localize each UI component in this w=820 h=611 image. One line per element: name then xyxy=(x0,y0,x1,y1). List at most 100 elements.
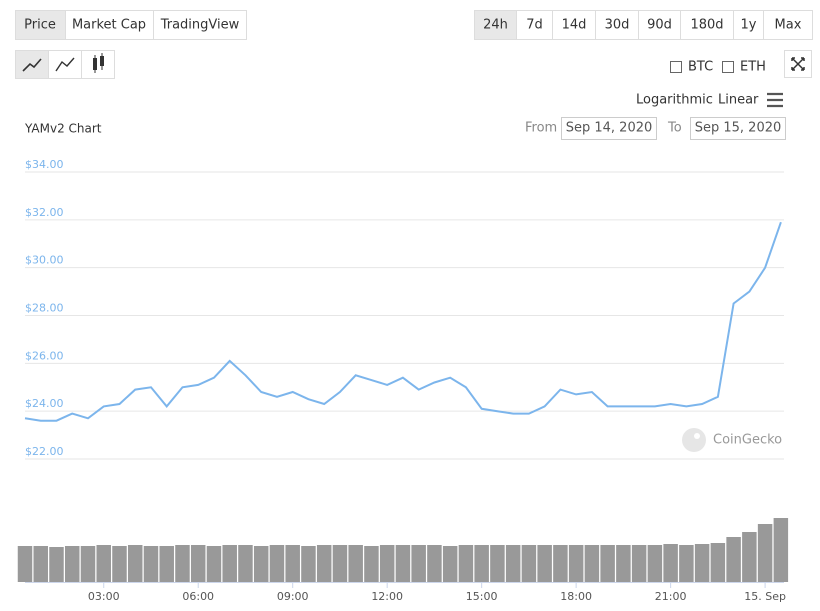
scale-option[interactable]: Logarithmic xyxy=(636,93,713,108)
volume-bar xyxy=(726,537,741,582)
range-button[interactable] xyxy=(733,10,764,40)
y-tick-label: $24.00 xyxy=(25,397,64,410)
volume-bar xyxy=(616,545,631,582)
volume-bar xyxy=(159,546,174,582)
volume-bar xyxy=(553,545,568,582)
y-tick-label: $22.00 xyxy=(25,445,64,458)
range-button[interactable] xyxy=(552,10,596,40)
volume-bar xyxy=(127,545,143,582)
tab-label[interactable]: Market Cap xyxy=(72,18,146,33)
range-label[interactable]: 90d xyxy=(647,18,672,33)
y-tick-label: $34.00 xyxy=(25,158,64,171)
volume-bar xyxy=(710,543,726,582)
volume-bar xyxy=(490,545,505,582)
range-button[interactable] xyxy=(595,10,639,40)
fullscreen-icon xyxy=(791,57,805,71)
volume-bar xyxy=(112,546,127,582)
watermark-logo xyxy=(682,428,706,452)
volume-bar xyxy=(49,547,64,582)
volume-bar xyxy=(253,546,269,582)
tab-label[interactable]: TradingView xyxy=(160,18,240,33)
volume-bar xyxy=(143,546,159,582)
tab-button[interactable] xyxy=(65,10,154,40)
volume-bar xyxy=(64,546,80,582)
volume-bar xyxy=(222,545,237,582)
volume-bar xyxy=(742,532,757,582)
range-label[interactable]: 14d xyxy=(562,18,587,33)
y-tick-label: $32.00 xyxy=(25,206,64,219)
volume-bar xyxy=(694,544,710,582)
range-button[interactable] xyxy=(680,10,734,40)
price-line xyxy=(24,221,782,422)
tab-button[interactable] xyxy=(15,10,66,40)
volume-bar xyxy=(175,545,190,582)
volume-bar xyxy=(269,545,285,582)
volume-bar xyxy=(379,545,395,582)
chart-title: YAMv2 Chart xyxy=(24,122,102,136)
tab-button[interactable] xyxy=(153,10,247,40)
volume-bar xyxy=(537,545,552,582)
from-date[interactable]: Sep 14, 2020 xyxy=(566,121,653,136)
volume-bar xyxy=(474,545,489,582)
to-input[interactable] xyxy=(690,117,786,140)
range-label[interactable]: 24h xyxy=(483,18,508,33)
volume-bar xyxy=(301,546,316,582)
watermark: CoinGecko xyxy=(713,433,782,448)
volume-bar xyxy=(395,545,411,582)
menu-icon[interactable] xyxy=(767,92,783,108)
scale-option[interactable]: Linear xyxy=(718,93,759,108)
volume-bar xyxy=(458,545,474,582)
line-chart-button[interactable] xyxy=(15,50,49,79)
volume-bar xyxy=(332,545,348,582)
range-label[interactable]: 1y xyxy=(741,18,757,33)
checkbox-label[interactable]: BTC xyxy=(688,60,713,75)
range-label[interactable]: 30d xyxy=(605,18,630,33)
y-tick-label: $28.00 xyxy=(25,302,64,315)
x-tick-label: 12:00 xyxy=(371,590,403,603)
x-tick-label: 09:00 xyxy=(277,590,309,603)
range-button[interactable] xyxy=(516,10,553,40)
points-icon xyxy=(55,57,75,72)
volume-bar xyxy=(33,546,48,582)
checkbox[interactable] xyxy=(670,61,682,73)
x-tick-label: 15:00 xyxy=(466,590,498,603)
volume-bar xyxy=(285,545,300,582)
volume-bar xyxy=(96,545,111,582)
checkbox[interactable] xyxy=(722,61,734,73)
x-tick-label: 06:00 xyxy=(182,590,214,603)
to-date[interactable]: Sep 15, 2020 xyxy=(695,121,782,136)
x-tick-label: 18:00 xyxy=(560,590,592,603)
volume-bar xyxy=(505,545,521,582)
volume-bar xyxy=(316,545,332,582)
plot: $22.00 $24.00 $26.00 $28.00 $30.00 $32.00 $34.… xyxy=(17,158,789,603)
range-button[interactable] xyxy=(638,10,681,40)
volume-bar xyxy=(442,546,458,582)
x-tick-label: 21:00 xyxy=(655,590,687,603)
volume-bar xyxy=(411,545,426,582)
candle-icon xyxy=(93,53,104,73)
volume-bar xyxy=(190,545,206,582)
range-label[interactable]: Max xyxy=(775,18,802,33)
from-input[interactable] xyxy=(561,117,657,140)
volume-bar xyxy=(206,546,222,582)
candle-chart-button[interactable] xyxy=(81,50,115,79)
line-icon xyxy=(22,58,42,72)
volume-bar xyxy=(679,545,694,582)
range-label[interactable]: 7d xyxy=(526,18,543,33)
to-label: To xyxy=(667,121,682,136)
from-label: From xyxy=(525,121,557,136)
range-group: 24h 7d 14d 30d 90d 180d 1y Max xyxy=(474,10,813,40)
volume-bar xyxy=(600,545,615,582)
x-tick-label: 03:00 xyxy=(88,590,120,603)
y-tick-label: $30.00 xyxy=(25,254,64,267)
volume-bar xyxy=(364,546,379,582)
range-label[interactable]: 180d xyxy=(690,18,723,33)
volume-bar xyxy=(427,545,442,582)
checkbox-label[interactable]: ETH xyxy=(740,60,766,75)
y-tick-label: $26.00 xyxy=(25,349,64,362)
tab-label[interactable]: Price xyxy=(24,18,56,33)
range-button[interactable] xyxy=(763,10,813,40)
volume-bar xyxy=(647,545,663,582)
